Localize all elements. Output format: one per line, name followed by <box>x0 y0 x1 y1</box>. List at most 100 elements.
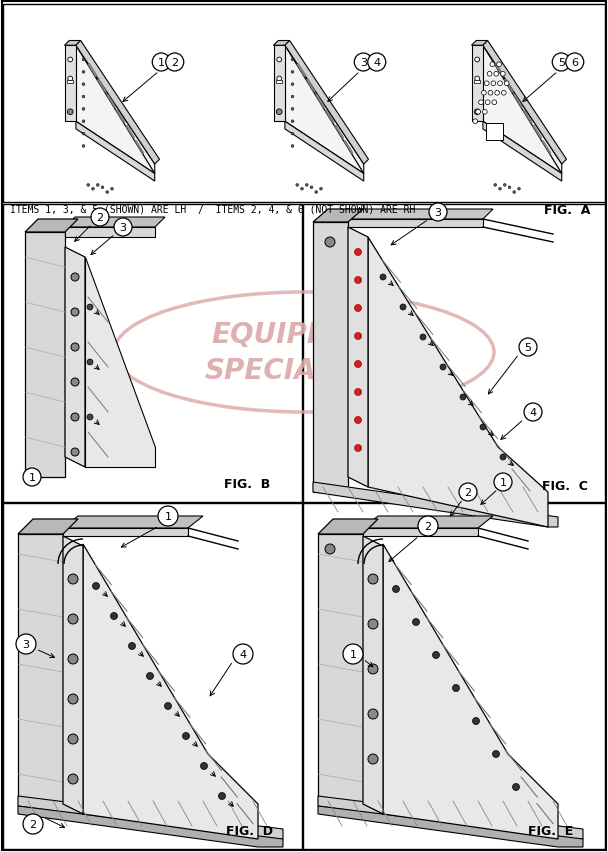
Circle shape <box>517 188 520 191</box>
Polygon shape <box>504 80 514 93</box>
Circle shape <box>473 120 478 124</box>
Circle shape <box>432 652 440 659</box>
Circle shape <box>499 188 502 191</box>
Polygon shape <box>514 95 523 108</box>
Text: 5: 5 <box>558 58 565 68</box>
Circle shape <box>68 774 78 784</box>
Circle shape <box>111 613 117 619</box>
Circle shape <box>400 305 406 311</box>
Circle shape <box>502 91 506 96</box>
Circle shape <box>87 415 93 421</box>
Polygon shape <box>126 126 134 139</box>
Polygon shape <box>483 122 562 181</box>
Circle shape <box>552 54 570 72</box>
Circle shape <box>460 394 466 400</box>
Text: 1: 1 <box>165 511 171 521</box>
Polygon shape <box>285 42 368 164</box>
Polygon shape <box>325 111 334 124</box>
Text: FIG.  B: FIG. B <box>224 477 270 491</box>
Bar <box>303 504 605 849</box>
Circle shape <box>277 77 282 82</box>
Circle shape <box>490 63 495 67</box>
Circle shape <box>368 574 378 584</box>
Circle shape <box>495 91 500 96</box>
Text: FIG.  C: FIG. C <box>542 480 588 492</box>
Circle shape <box>480 424 486 430</box>
Polygon shape <box>348 227 368 487</box>
Polygon shape <box>65 218 165 227</box>
Circle shape <box>354 333 362 340</box>
Circle shape <box>380 274 386 280</box>
Polygon shape <box>63 537 83 814</box>
Circle shape <box>368 665 378 674</box>
Circle shape <box>354 445 362 452</box>
Circle shape <box>497 82 502 87</box>
Circle shape <box>566 54 584 72</box>
Text: 1: 1 <box>500 477 506 487</box>
Polygon shape <box>471 42 488 46</box>
Circle shape <box>201 763 207 769</box>
Polygon shape <box>285 122 364 181</box>
Polygon shape <box>76 46 155 175</box>
Polygon shape <box>76 46 155 175</box>
Circle shape <box>291 72 294 74</box>
Circle shape <box>354 305 362 312</box>
Circle shape <box>482 110 487 115</box>
Circle shape <box>291 121 294 124</box>
Polygon shape <box>65 227 155 238</box>
Text: 6: 6 <box>572 58 578 68</box>
Circle shape <box>420 335 426 341</box>
Circle shape <box>68 58 72 63</box>
Circle shape <box>491 82 496 87</box>
Circle shape <box>476 110 480 115</box>
Polygon shape <box>368 238 548 527</box>
Circle shape <box>291 83 294 87</box>
Circle shape <box>106 192 109 194</box>
Circle shape <box>354 389 362 396</box>
Circle shape <box>277 58 282 63</box>
Polygon shape <box>363 528 478 537</box>
Polygon shape <box>363 516 493 528</box>
Polygon shape <box>285 46 364 175</box>
Circle shape <box>23 814 43 834</box>
Text: 2: 2 <box>97 213 103 222</box>
Text: SPECIALISTS: SPECIALISTS <box>205 357 403 384</box>
Text: 2: 2 <box>424 521 432 532</box>
Circle shape <box>524 404 542 422</box>
Circle shape <box>233 644 253 665</box>
Bar <box>277 81 282 84</box>
Polygon shape <box>348 220 483 227</box>
Circle shape <box>492 751 500 757</box>
Polygon shape <box>97 80 106 93</box>
Polygon shape <box>383 544 558 839</box>
Circle shape <box>82 121 85 124</box>
Text: 2: 2 <box>465 487 472 498</box>
Circle shape <box>354 249 362 256</box>
Circle shape <box>459 483 477 502</box>
Bar <box>486 124 503 141</box>
Text: ITEMS 1, 3, & 5 (SHOWN) ARE LH  /  ITEMS 2, 4, & 6 (NOT SHOWN) ARE RH: ITEMS 1, 3, & 5 (SHOWN) ARE LH / ITEMS 2… <box>10 204 415 215</box>
Circle shape <box>87 360 93 366</box>
Polygon shape <box>344 141 353 154</box>
Text: 3: 3 <box>22 639 30 649</box>
Polygon shape <box>18 520 78 534</box>
Circle shape <box>71 413 79 422</box>
Circle shape <box>497 63 502 67</box>
Circle shape <box>218 792 226 799</box>
Polygon shape <box>471 46 483 122</box>
Circle shape <box>354 277 362 285</box>
Polygon shape <box>523 111 532 124</box>
Bar <box>3 204 302 503</box>
Circle shape <box>354 361 362 368</box>
Circle shape <box>472 717 480 725</box>
Circle shape <box>368 754 378 764</box>
Circle shape <box>158 506 178 527</box>
Circle shape <box>16 634 36 654</box>
Circle shape <box>67 110 73 116</box>
Polygon shape <box>542 141 551 154</box>
Circle shape <box>368 54 385 72</box>
Bar <box>474 81 480 84</box>
Text: 1: 1 <box>350 649 356 659</box>
Polygon shape <box>88 65 97 78</box>
Circle shape <box>474 110 480 116</box>
